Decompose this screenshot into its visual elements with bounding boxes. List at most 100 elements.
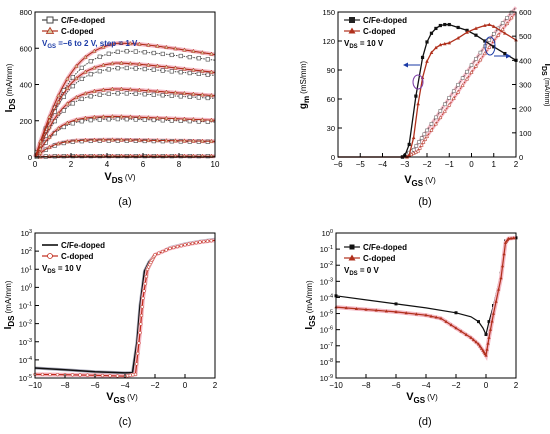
panel-a-point-c-fe [88, 72, 93, 77]
panel-d-legend-c: C-doped [363, 254, 396, 263]
panel-a-point-c [164, 44, 169, 49]
panel-b-ids-point-c [505, 21, 510, 26]
panel-b-ids-point-c-fe [417, 140, 421, 144]
panel-d-point-c [486, 341, 490, 345]
panel-a-point-c [173, 116, 178, 121]
panel-b-x-axis-label: VGS (V) [404, 174, 436, 188]
panel-a-point-c [110, 41, 115, 46]
panel-a-point-c [119, 60, 124, 65]
panel-a-point-c [164, 115, 169, 120]
panel-a-x-tick-label: 0 [33, 160, 38, 169]
panel-a-point-c-fe [70, 121, 75, 126]
panel-b-yright-unit: (mA/mm) [543, 78, 550, 107]
panel-d-point-c-fe [484, 333, 488, 336]
panel-d-point-c [506, 236, 511, 240]
panel-d-y-tick-base: 10 [320, 342, 328, 351]
panel-a-legend-c: C-doped [61, 27, 94, 36]
panel-b-gm-point-c [434, 45, 438, 50]
panel-b-ids-point-c [482, 51, 487, 56]
panel-a-point-c [137, 114, 142, 119]
panel-a-point-c-fe [187, 94, 192, 99]
panel-c-point-c [85, 373, 90, 377]
panel-a-point-c [209, 51, 214, 56]
panel-c-y-tick-base: 10 [21, 229, 29, 238]
panel-d-point-c [478, 344, 482, 348]
panel-a-point-c-fe [133, 117, 138, 122]
panel-b-gm-point-c [416, 101, 420, 106]
panel-a-point-c-fe [142, 92, 147, 97]
panel-d-point-c-fe [477, 320, 480, 324]
panel-d-point-c [476, 342, 481, 346]
panel-b-ids-point-c [465, 76, 470, 81]
panel-b-gm-point-c-fe [447, 22, 451, 27]
panel-c-y-tick-label: 10-5 [19, 374, 32, 383]
panel-a-point-c-fe [151, 138, 156, 144]
panel-c-point-c [131, 373, 135, 377]
panel-b-ids-point-c-fe [456, 82, 460, 87]
panel-c-point-c [157, 251, 161, 255]
panel-d-point-c-fe [394, 302, 398, 306]
panel-c-point-c [143, 282, 147, 286]
panel-d-bias-annotation: VDS = 0 V [344, 266, 379, 277]
panel-c-y-tick-base: 10 [19, 374, 27, 383]
panel-c-x-tick-label: −10 [28, 381, 42, 390]
panel-a-point-c-fe [160, 139, 165, 144]
panel-a-point-c-fe [124, 138, 129, 143]
panel-a-point-c [173, 138, 178, 143]
panel-a-point-c-fe [88, 118, 93, 123]
panel-b-gm-point-c-fe [425, 40, 429, 44]
panel-d-y-tick-label: 10-9 [320, 374, 333, 383]
panel-a-point-c-fe [160, 118, 165, 123]
panel-a-point-c [137, 137, 142, 142]
panel-d-annot-sub: DS [349, 271, 357, 277]
panel-a-point-c-fe [70, 75, 75, 80]
panel-c-y-tick-exp: 3 [29, 229, 32, 235]
panel-d-point-c [404, 311, 408, 315]
panel-b-y-tick-label: 150 [322, 8, 335, 17]
panel-b-gm-point-c-fe [456, 25, 460, 30]
panel-d-legend-c-fe: C/Fe-doped [363, 243, 407, 252]
panel-b-ids-point-c-fe [492, 32, 496, 36]
panel-a-point-c [74, 63, 79, 68]
panel-b-ids-point-c [509, 15, 514, 20]
panel-c-y-axis-label: IDS (mA/mm) [3, 280, 16, 329]
panel-d-point-c [464, 332, 468, 336]
panel-c-annot-sub: DS [47, 269, 55, 275]
panel-c-legend-c-fe: C/Fe-doped [61, 241, 105, 250]
panel-b-x-tick-label: −3 [400, 160, 410, 169]
panel-a-point-c-fe [205, 72, 210, 77]
panel-a-y-axis-label: IDS (mA/mm) [4, 63, 17, 112]
panel-d-annot-rest: = 0 V [358, 266, 380, 275]
panel-a-point-c [38, 138, 43, 144]
panel-d-y-tick-base: 10 [320, 277, 328, 286]
panel-a-point-c [74, 138, 79, 143]
panel-b-y-tick-label: 30 [327, 124, 335, 133]
panel-a-point-c-fe [115, 138, 120, 143]
panel-c-point-c [140, 305, 144, 309]
panel-d-y-tick-base: 10 [320, 374, 328, 383]
panel-a-point-c-fe [160, 51, 165, 57]
panel-c-point-c [48, 372, 52, 377]
panel-a-point-c [65, 120, 70, 125]
panel-c-data-layer [33, 237, 216, 379]
panel-d-y-tick-label: 10-6 [320, 326, 333, 335]
panel-a-x-tick-label: 6 [141, 160, 146, 169]
panel-a-point-c [83, 69, 88, 74]
panel-a-y-tick-label: 200 [19, 117, 32, 126]
panel-a-annot-rest: =−6 to 2 V, step = 1 V [56, 39, 138, 48]
panel-c-y-tick-label: 10-1 [19, 302, 32, 311]
panel-b-ids-point-c [442, 108, 447, 113]
panel-d-y-tick-label: 10-4 [320, 293, 333, 302]
panel-d-point-c [487, 335, 491, 339]
panel-b-yleft-unit: (mS/mm) [299, 61, 308, 94]
panel-a-point-c-fe [142, 50, 147, 55]
panel-a-point-c-fe [97, 54, 102, 59]
panel-b-gm-point-c [503, 31, 507, 35]
panel-a-point-c-fe [133, 91, 138, 96]
panel-a-point-c [146, 115, 151, 120]
panel-a-point-c [65, 139, 70, 144]
panel-a-point-c-fe [61, 108, 66, 113]
panel-a-point-c [191, 91, 196, 96]
panel-a-point-c-fe [196, 56, 201, 61]
panel-a-point-c [173, 65, 178, 70]
